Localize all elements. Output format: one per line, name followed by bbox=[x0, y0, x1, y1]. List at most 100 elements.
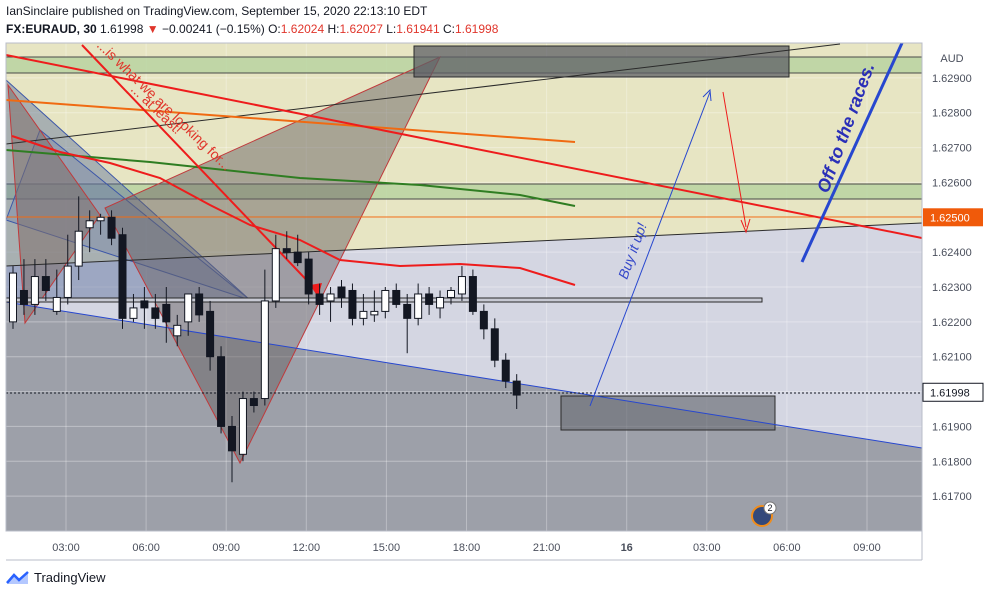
price-label-text: 1.62500 bbox=[930, 212, 970, 224]
time-tick-label: 18:00 bbox=[453, 542, 481, 554]
open-value: 1.62024 bbox=[280, 22, 325, 36]
red-descending-line bbox=[6, 54, 922, 239]
candle bbox=[63, 234, 72, 305]
close-label: C: bbox=[442, 22, 455, 36]
blue-up-arrowhead bbox=[702, 88, 712, 102]
falling-blue-trendline bbox=[6, 301, 922, 449]
blue-up-arrow bbox=[589, 91, 711, 407]
price-axis[interactable]: 1.617001.618001.619001.620001.621001.622… bbox=[932, 73, 972, 503]
time-tick-label: 16 bbox=[621, 542, 633, 554]
price-tick-label: 1.62900 bbox=[932, 73, 972, 85]
footer: TradingView bbox=[6, 570, 106, 585]
candle-body-up bbox=[9, 272, 17, 323]
candle-body-down bbox=[468, 276, 477, 312]
candle-body-up bbox=[30, 276, 39, 305]
candle bbox=[19, 259, 28, 315]
candle bbox=[282, 231, 291, 260]
candle bbox=[490, 318, 499, 368]
candle bbox=[293, 234, 302, 267]
price-change: −0.00241 (−0.15%) bbox=[162, 22, 265, 36]
candle-body-down bbox=[195, 293, 204, 316]
price-tick-label: 1.61700 bbox=[932, 491, 972, 503]
candle bbox=[359, 293, 368, 326]
candle-body-up bbox=[359, 310, 368, 319]
candle bbox=[228, 415, 236, 483]
candle bbox=[107, 210, 116, 246]
candle bbox=[348, 283, 357, 326]
price-tick-label: 1.62700 bbox=[932, 143, 972, 155]
candle-body-down bbox=[403, 303, 412, 319]
candle bbox=[162, 287, 171, 343]
red-ma bbox=[11, 135, 576, 286]
candle bbox=[85, 210, 94, 253]
indicator-badge[interactable]: 2 bbox=[751, 501, 777, 527]
price-label-box bbox=[923, 208, 983, 227]
candle-body-down bbox=[392, 289, 401, 305]
candle bbox=[392, 283, 401, 308]
candle bbox=[195, 287, 204, 322]
high-label: H: bbox=[327, 22, 340, 36]
target-box bbox=[413, 45, 790, 78]
candle bbox=[9, 266, 17, 329]
thin-red-arrow bbox=[722, 91, 747, 228]
candle bbox=[447, 287, 455, 305]
candle-body-down bbox=[249, 398, 258, 407]
candle bbox=[206, 300, 215, 371]
candle-body-down bbox=[19, 289, 28, 305]
symbol-label: FX:EURAUD, 30 bbox=[6, 22, 97, 36]
price-tick-label: 1.61800 bbox=[932, 456, 972, 468]
candle-body-up bbox=[414, 293, 423, 319]
candle bbox=[457, 266, 466, 301]
candle bbox=[501, 353, 510, 389]
candle bbox=[403, 293, 412, 354]
candle-body-down bbox=[425, 293, 434, 305]
candle bbox=[468, 269, 477, 315]
candle-body-up bbox=[85, 220, 94, 229]
price-label-box bbox=[922, 382, 984, 402]
candle bbox=[479, 304, 488, 340]
candle-body-up bbox=[381, 289, 390, 312]
grid bbox=[6, 43, 922, 531]
candles bbox=[9, 196, 521, 483]
time-tick-label: 21:00 bbox=[533, 542, 561, 554]
candle bbox=[249, 391, 258, 413]
entry-box bbox=[560, 395, 776, 431]
footer-brand[interactable]: TradingView bbox=[34, 570, 106, 585]
candle bbox=[304, 252, 313, 305]
thin-red-arrowhead bbox=[740, 218, 751, 234]
orange-ma bbox=[6, 99, 576, 143]
candle-body-down bbox=[490, 328, 499, 361]
green-ma bbox=[6, 149, 576, 207]
indicator-badge-count: 2 bbox=[767, 503, 772, 513]
candle-body-down bbox=[140, 300, 149, 309]
candle bbox=[30, 259, 39, 315]
candle-body-up bbox=[74, 230, 83, 267]
off-to-races-line bbox=[800, 43, 904, 263]
candle-body-down bbox=[501, 359, 510, 382]
candle-body-up bbox=[173, 324, 182, 337]
candle bbox=[260, 269, 269, 406]
price-tick-label: 1.62600 bbox=[932, 177, 972, 189]
candle bbox=[129, 293, 138, 322]
last-price: 1.61998 bbox=[100, 22, 144, 36]
currency-label: AUD bbox=[940, 53, 963, 65]
candle-body-down bbox=[282, 248, 291, 253]
candle-body-down bbox=[118, 234, 127, 319]
candle bbox=[512, 374, 521, 409]
candle-body-up bbox=[129, 307, 138, 319]
candle-body-down bbox=[293, 251, 302, 264]
candle bbox=[74, 196, 83, 281]
low-label: L: bbox=[386, 22, 397, 36]
candle bbox=[96, 213, 105, 235]
candle-body-up bbox=[63, 265, 72, 298]
time-axis[interactable]: 03:00 06:00 09:00 12:00 15:00 18:00 21:00 16 03:… bbox=[52, 542, 881, 554]
candle bbox=[173, 314, 182, 347]
candle bbox=[414, 283, 423, 326]
drawing-layer: ...is what we are looking for... ... at … bbox=[6, 43, 922, 531]
candle-body-up bbox=[260, 300, 269, 400]
candle-body-up bbox=[326, 293, 335, 302]
published-line: IanSinclaire published on TradingView.co… bbox=[6, 4, 427, 18]
price-chart[interactable]: ...is what we are looking for... ... at … bbox=[0, 0, 989, 565]
time-tick-label: 03:00 bbox=[693, 542, 721, 554]
time-tick-label: 09:00 bbox=[212, 542, 240, 554]
